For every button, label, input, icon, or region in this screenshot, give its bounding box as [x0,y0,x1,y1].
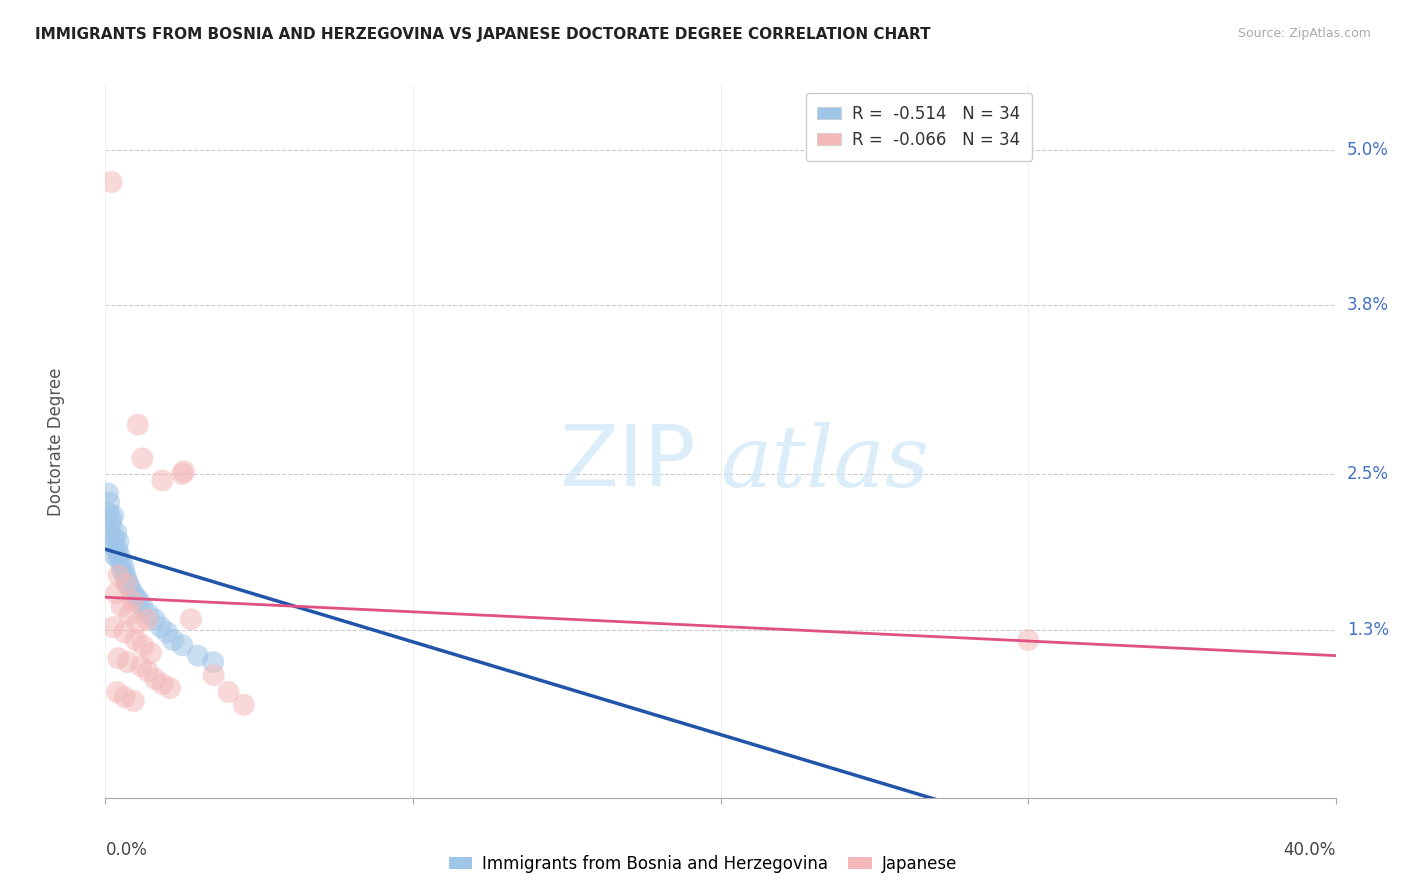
Text: 0.0%: 0.0% [105,841,148,859]
Point [101,538,124,552]
Point [149,620,172,634]
Point [202,655,225,669]
Point [125,591,148,605]
Point [127,417,149,432]
Point [172,638,194,652]
Point [115,577,138,591]
Point [97,486,120,500]
Text: 2.5%: 2.5% [1347,465,1389,483]
Point [136,664,159,678]
Point [110,555,132,569]
Point [159,681,181,695]
Point [101,620,124,634]
Point [162,633,184,648]
Point [100,519,122,533]
Text: IMMIGRANTS FROM BOSNIA AND HERZEGOVINA VS JAPANESE DOCTORATE DEGREE CORRELATION : IMMIGRANTS FROM BOSNIA AND HERZEGOVINA V… [35,27,931,42]
Point [101,508,124,523]
Point [97,506,120,520]
Point [122,694,145,708]
Point [98,495,121,509]
Point [202,668,225,682]
Point [118,607,141,621]
Point [172,467,194,481]
Text: Doctorate Degree: Doctorate Degree [48,368,65,516]
Point [117,655,139,669]
Point [114,568,136,582]
Point [232,698,254,712]
Point [114,625,136,640]
Point [107,551,129,566]
Point [173,464,195,478]
Point [105,586,128,600]
Point [129,659,152,673]
Point [111,564,134,578]
Point [150,474,173,488]
Text: 40.0%: 40.0% [1284,841,1336,859]
Legend: Immigrants from Bosnia and Herzegovina, Japanese: Immigrants from Bosnia and Herzegovina, … [443,848,963,880]
Point [110,599,132,614]
Point [108,548,131,562]
Point [103,548,125,562]
Point [122,586,145,600]
Text: Source: ZipAtlas.com: Source: ZipAtlas.com [1237,27,1371,40]
Point [115,574,138,588]
Point [114,690,136,705]
Point [100,175,122,189]
Point [139,646,162,660]
Point [100,512,122,526]
Point [187,648,209,663]
Point [117,577,139,591]
Point [124,633,146,648]
Text: 1.3%: 1.3% [1347,621,1389,639]
Point [1017,633,1039,648]
Point [143,672,166,686]
Text: atlas: atlas [721,422,929,504]
Point [150,677,173,691]
Point [143,612,166,626]
Text: 3.8%: 3.8% [1347,296,1389,314]
Point [120,581,141,595]
Point [107,651,129,665]
Point [104,532,127,546]
Point [107,534,129,549]
Point [131,599,153,614]
Point [180,612,202,626]
Point [136,612,159,626]
Point [127,616,149,631]
Point [156,625,179,640]
Point [121,594,143,608]
Point [138,607,160,621]
Point [132,638,155,652]
Point [112,560,135,574]
Text: ZIP: ZIP [560,421,696,505]
Point [128,594,150,608]
Point [105,685,128,699]
Text: 5.0%: 5.0% [1347,141,1389,159]
Point [218,685,240,699]
Legend: R =  -0.514   N = 34, R =  -0.066   N = 34: R = -0.514 N = 34, R = -0.066 N = 34 [806,93,1032,161]
Point [105,525,128,540]
Point [98,525,121,540]
Point [107,568,129,582]
Point [131,451,153,466]
Point [105,542,128,557]
